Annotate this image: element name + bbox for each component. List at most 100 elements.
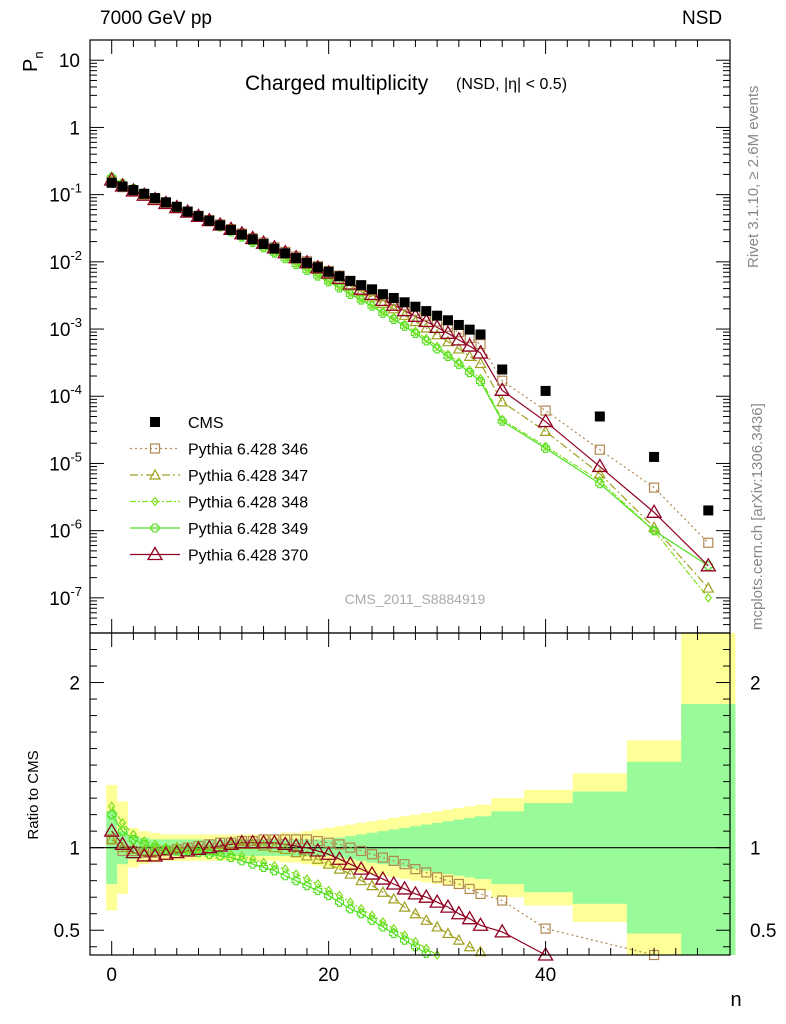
cms-data-point (226, 224, 237, 235)
series-point-p370 (407, 308, 424, 322)
y-tick-label-base: 10 (49, 454, 70, 475)
cms-data-point (215, 220, 226, 231)
series-line-ratio-p346 (111, 838, 655, 956)
series-point-p370 (439, 325, 457, 339)
series-point-p347 (474, 357, 487, 369)
series-point-p349 (313, 886, 323, 896)
series-point-p348 (335, 890, 344, 901)
series-point-p347 (333, 862, 346, 874)
series-point-p347 (322, 857, 335, 869)
series-point-p370 (244, 834, 261, 849)
series-point-p346 (464, 883, 475, 895)
uncertainty-bands (90, 633, 736, 955)
series-point-p370 (428, 893, 446, 908)
series-point-p346 (648, 482, 660, 493)
cms-data-point (204, 215, 215, 226)
y-tick-label-main: 10-6 (49, 517, 82, 543)
series-point-p346 (475, 888, 486, 900)
y-tick-label-base: 10 (49, 320, 70, 341)
side-label-mcplots: mcplots.cern.ch [arXiv:1306.3436] (749, 403, 766, 630)
series-point-p347 (441, 335, 454, 347)
series-point-p370 (407, 885, 424, 900)
cms-data-point (594, 411, 605, 422)
series-point-p348 (379, 916, 387, 927)
series-point-p346 (453, 878, 464, 890)
series-point-p349 (703, 561, 713, 571)
x-tick-label: 40 (535, 965, 556, 986)
series-point-p348 (357, 903, 365, 914)
series-point-p370 (353, 860, 370, 875)
series-point-p349 (237, 856, 247, 866)
cms-data-point (377, 289, 388, 300)
series-point-p348 (314, 878, 322, 889)
legend-marker-p349 (150, 523, 160, 533)
series-point-p370 (450, 905, 467, 920)
y-tick-label-ratio-right: 2 (750, 674, 761, 695)
cms-data-point (106, 177, 117, 188)
series-point-p349 (226, 853, 236, 863)
series-point-p348 (433, 950, 441, 960)
cms-data-point (280, 248, 291, 259)
series-point-p347 (398, 309, 411, 320)
series-point-p370 (331, 850, 348, 865)
cms-data-point (388, 292, 399, 303)
series-point-p346 (442, 875, 454, 886)
series-point-p349 (410, 328, 420, 338)
legend-marker-p348 (151, 496, 159, 507)
series-point-p349 (421, 948, 431, 958)
series-point-p349 (128, 834, 138, 844)
series-point-p370 (277, 836, 294, 851)
series-point-p346 (432, 872, 443, 883)
cms-data-point (128, 185, 139, 196)
series-point-p349 (280, 871, 290, 881)
y-tick-label-base: 10 (49, 253, 70, 274)
y-tick-label-main: 10-5 (49, 449, 82, 475)
series-point-p349 (324, 891, 334, 901)
series-point-p348 (400, 930, 409, 941)
series-point-p348 (389, 923, 398, 934)
series-point-p349 (183, 846, 193, 856)
y-tick-label-main: 10-7 (49, 584, 82, 610)
cms-data-point (399, 297, 410, 308)
series-point-p349 (367, 915, 377, 925)
cms-data-point (453, 319, 464, 330)
y-tick-label-base: 10 (49, 387, 70, 408)
y-tick-label-base: 10 (49, 186, 70, 207)
series-point-p348 (303, 874, 311, 885)
series-point-p370 (298, 839, 316, 854)
y-tick-label-main: 10-3 (49, 315, 82, 341)
y-tick-label-main: 10 (59, 51, 80, 72)
series-point-p349 (356, 295, 366, 305)
y-tick-label-exp: -1 (70, 181, 82, 196)
series-point-p347 (366, 879, 379, 891)
series-point-p349 (389, 314, 399, 324)
series-point-p347 (420, 914, 433, 925)
series-point-p346 (399, 859, 410, 870)
series-point-p370 (461, 337, 478, 352)
series-point-p347 (224, 838, 238, 849)
series-point-p370 (494, 382, 511, 396)
series-point-p346 (475, 338, 486, 350)
cms-data-point (160, 197, 171, 208)
cms-data-point (367, 284, 378, 295)
series-point-p349 (541, 443, 551, 453)
y-tick-label-ratio-right: 1 (750, 839, 761, 860)
series-point-p370 (233, 834, 250, 849)
series-point-p349 (475, 376, 486, 387)
series-point-p347 (431, 328, 444, 340)
legend-label-p346: Pythia 6.428 346 (188, 442, 308, 459)
series-point-p348 (281, 864, 290, 875)
series-point-p347 (496, 395, 509, 407)
series-point-p370 (309, 842, 326, 857)
series-point-p348 (248, 854, 257, 865)
series-point-p349 (334, 283, 345, 293)
series-point-p370 (157, 845, 175, 860)
series-point-p370 (363, 865, 381, 880)
cms-data-point (442, 315, 453, 326)
header-right: NSD (682, 8, 723, 29)
y-axis-label-sub: n (31, 51, 46, 58)
series-point-p370 (645, 504, 663, 518)
x-axis-label: n (730, 989, 741, 1011)
cms-data-point (182, 206, 193, 217)
series-point-p347 (355, 874, 368, 886)
